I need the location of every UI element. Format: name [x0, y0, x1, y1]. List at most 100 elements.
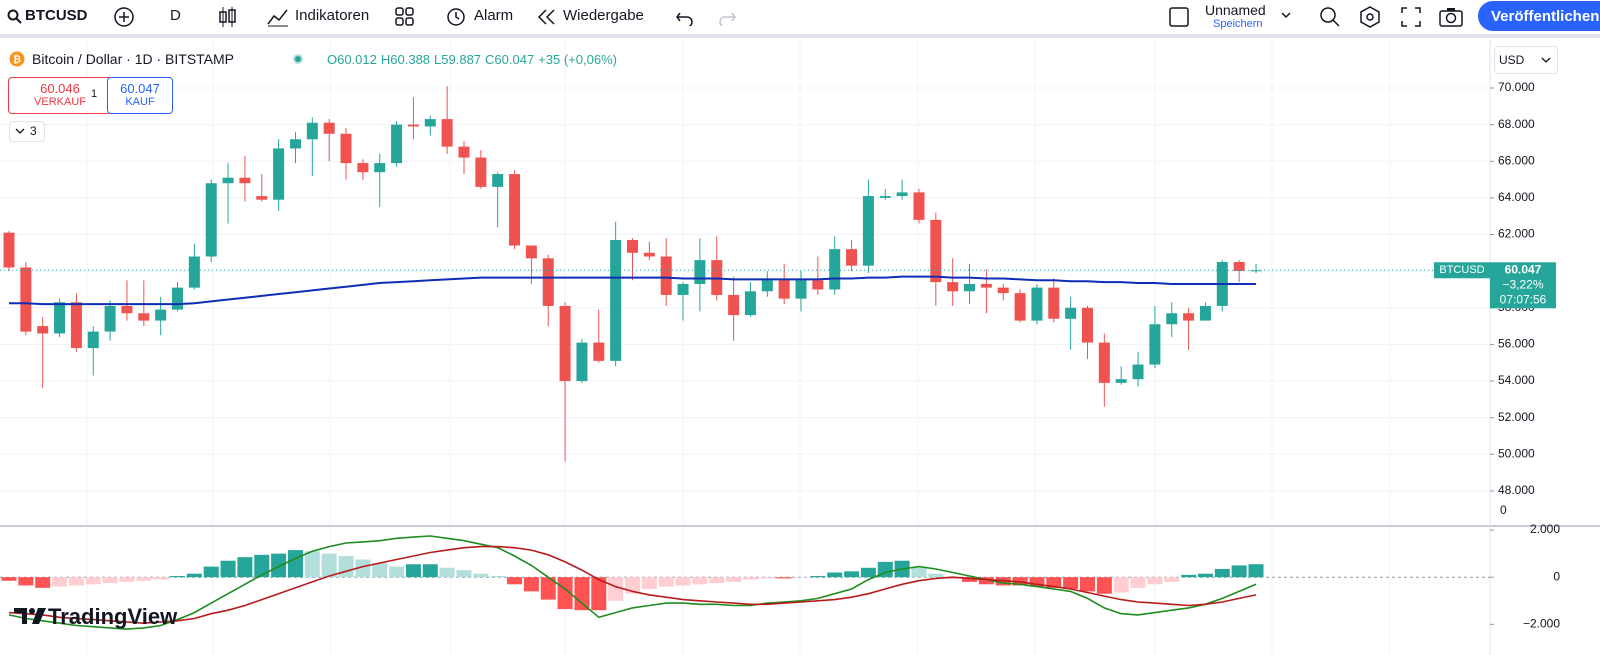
buy-label[interactable]: KAUF: [125, 96, 155, 108]
y-tick-label: 54.000: [1498, 373, 1535, 387]
histogram-bar: [1164, 577, 1180, 582]
price-tag-symbol: BTCUSD: [1439, 264, 1484, 276]
histogram-bar: [422, 564, 438, 578]
candle-body: [3, 232, 15, 268]
histogram-bar: [1046, 577, 1062, 588]
candle-body: [306, 122, 318, 140]
snapshot[interactable]: [1438, 5, 1464, 29]
save-label[interactable]: Speichern: [1213, 18, 1263, 30]
histogram-bar: [287, 550, 303, 578]
histogram-bar: [456, 570, 472, 578]
histogram-bar: [962, 577, 978, 582]
candle-body: [744, 291, 756, 316]
currency-select[interactable]: USD: [1494, 46, 1558, 74]
candle-body: [660, 256, 672, 295]
sell-button[interactable]: 60.046 VERKAUF: [8, 77, 112, 114]
alert-button[interactable]: Alarm: [474, 7, 514, 24]
buy-price[interactable]: 60.047: [120, 81, 160, 96]
replay-button[interactable]: Wiedergabe: [563, 7, 644, 24]
layouts-icon[interactable]: [395, 7, 415, 27]
histogram-bar: [1, 577, 17, 581]
ohlc-value: C60.047: [485, 52, 535, 67]
market-status: [293, 54, 303, 64]
candle-body: [70, 302, 82, 349]
search-icon[interactable]: [7, 9, 23, 25]
redo[interactable]: [717, 8, 737, 26]
collapse-chevron[interactable]: [15, 128, 25, 136]
histogram-bar: [203, 566, 219, 578]
histogram-bar: [237, 557, 253, 578]
legend-ohlc: O60.012 H60.388 L59.887 C60.047 +35 (+0,06%): [327, 52, 621, 67]
moving-average: [9, 275, 1256, 306]
indicators-icon[interactable]: [266, 6, 290, 28]
histogram-bar: [978, 577, 994, 585]
candle-body: [188, 256, 200, 288]
histogram-bar: [85, 577, 101, 585]
histogram-bar: [1079, 577, 1095, 592]
candle-body: [121, 305, 133, 314]
histogram-bar: [709, 577, 725, 584]
sell-price[interactable]: 60.046: [40, 81, 80, 96]
candle-body: [542, 258, 554, 306]
interval[interactable]: D: [170, 7, 181, 24]
price-tag-price: 60.047: [1505, 262, 1542, 276]
buy-button[interactable]: 60.047 KAUF: [107, 77, 173, 114]
histogram-bar: [220, 560, 236, 578]
indicator-line: [8, 545, 1257, 625]
candle-body: [374, 163, 386, 173]
candle-body: [1149, 324, 1161, 365]
currency-chevron[interactable]: [1541, 57, 1551, 65]
histogram-bar: [726, 577, 742, 582]
y-tick-label: 56.000: [1498, 337, 1535, 351]
candle-body: [643, 252, 655, 257]
quick-search[interactable]: [1318, 5, 1342, 29]
candle-body: [1065, 307, 1077, 319]
layout-checkbox[interactable]: [1168, 6, 1190, 28]
layout-dropdown[interactable]: [1280, 11, 1292, 21]
add-symbol[interactable]: [113, 6, 135, 28]
currency[interactable]: USD: [1499, 53, 1525, 67]
ohlc-value: O60.012: [327, 52, 377, 67]
candle-body: [930, 219, 942, 283]
histogram-bar: [1214, 568, 1230, 578]
indicators-button[interactable]: Indikatoren: [295, 7, 370, 24]
alert-icon[interactable]: [445, 5, 469, 29]
histogram-bar: [844, 571, 860, 578]
histogram-bar: [405, 564, 421, 578]
logo: TradingView: [14, 604, 177, 630]
candle-body: [492, 174, 504, 187]
histogram-bar: [338, 555, 354, 578]
publish-label[interactable]: Veröffentlichen: [1491, 8, 1600, 25]
replay-icon[interactable]: [537, 8, 557, 26]
symbol[interactable]: BTCUSD: [25, 7, 88, 24]
histogram-bar: [271, 553, 287, 578]
histogram-bar: [928, 573, 944, 578]
collapse-button[interactable]: 3: [9, 121, 45, 142]
collapse-count[interactable]: 3: [30, 124, 37, 138]
toolbar: BTCUSD D Indikatoren Alarm Wiedergabe Un…: [0, 0, 1600, 38]
settings[interactable]: [1358, 5, 1382, 29]
price-tag-bg: [1490, 262, 1556, 309]
candle-body: [20, 267, 32, 332]
change-value: +35 (+0,06%): [538, 52, 617, 67]
histogram-bar: [507, 577, 523, 585]
ohlc-value: H60.388: [380, 52, 431, 67]
publish-button[interactable]: Veröffentlichen: [1478, 1, 1600, 31]
sell-label[interactable]: VERKAUF: [34, 96, 86, 108]
histogram-bar: [254, 554, 270, 578]
histogram-bar: [304, 551, 320, 578]
candle-body: [407, 124, 419, 127]
candle-body: [155, 309, 167, 321]
histogram-bar: [68, 577, 84, 586]
chart-type-icon[interactable]: [218, 5, 238, 29]
histogram-bar: [641, 577, 657, 589]
histogram-bar: [153, 577, 169, 580]
histogram-bar: [473, 573, 489, 578]
undo[interactable]: [675, 8, 695, 26]
candle-body: [205, 183, 217, 257]
fullscreen[interactable]: [1400, 6, 1422, 28]
layout-name[interactable]: Unnamed: [1205, 2, 1266, 18]
candle-body: [896, 192, 908, 197]
candle-body: [323, 122, 335, 134]
legend-title: Bitcoin / Dollar · 1D · BITSTAMP: [32, 51, 235, 67]
